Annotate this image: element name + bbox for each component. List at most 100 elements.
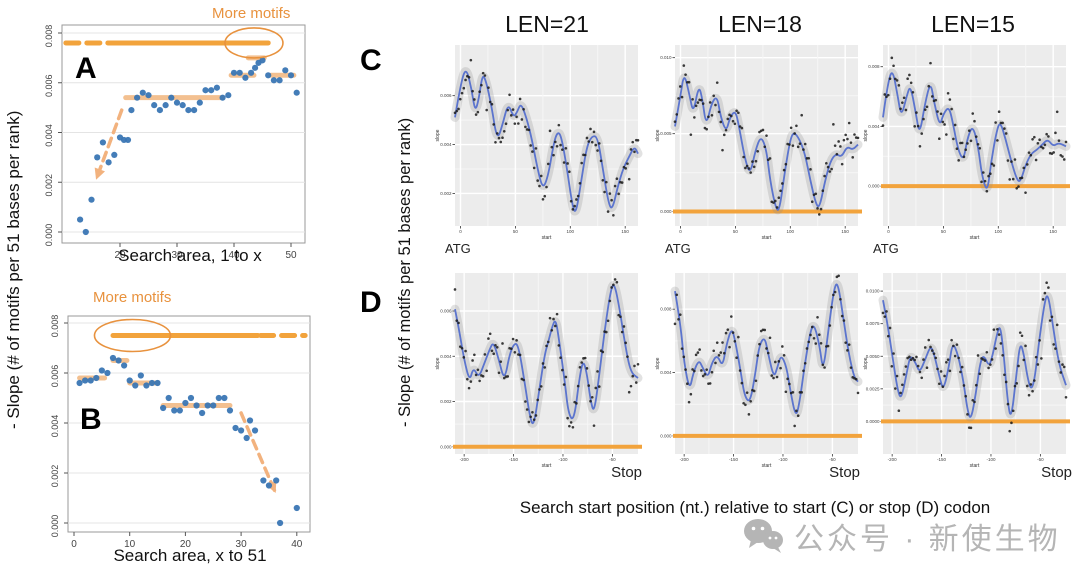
- svg-text:0.000: 0.000: [868, 184, 880, 189]
- left-y-axis-label: - Slope (# of motifs per 51 bases per ra…: [4, 110, 23, 430]
- facet-plot-c-len18: 0 50 100 150 0.010 0.005 0.000 start slope: [655, 45, 863, 241]
- svg-text:-100: -100: [986, 457, 996, 462]
- svg-text:slope: slope: [655, 357, 661, 369]
- svg-text:start: start: [762, 463, 772, 469]
- svg-text:start: start: [542, 235, 552, 241]
- svg-text:0.004: 0.004: [660, 370, 672, 375]
- facet-plot-d-len21: -200 -150 -100 -50 0.006 0.004 0.002 0.000 start…: [435, 273, 643, 469]
- panel-b-x-axis-label: Search area, x to 51: [113, 546, 267, 565]
- panel-a-x-axis-label: Search area, 1 to x: [118, 246, 262, 265]
- svg-text:slope: slope: [435, 357, 441, 369]
- svg-text:100: 100: [567, 229, 575, 234]
- svg-text:-50: -50: [1037, 457, 1044, 462]
- svg-text:0.004: 0.004: [50, 415, 60, 438]
- svg-text:0.004: 0.004: [440, 142, 452, 147]
- facet-plot-c-len21: 0 50 100 150 0.006 0.004 0.002 start slope: [435, 45, 643, 241]
- svg-text:0.010: 0.010: [660, 55, 672, 60]
- svg-text:-50: -50: [609, 457, 616, 462]
- svg-text:0.004: 0.004: [440, 354, 452, 359]
- svg-text:start: start: [970, 235, 980, 241]
- svg-text:0.004: 0.004: [868, 124, 880, 129]
- svg-text:40: 40: [291, 539, 303, 550]
- svg-text:0.000: 0.000: [50, 515, 60, 538]
- svg-text:0.0050: 0.0050: [866, 354, 880, 359]
- svg-text:0.006: 0.006: [440, 309, 452, 314]
- panel-b-more-motifs-annotation: More motifs: [93, 289, 172, 306]
- svg-text:-150: -150: [729, 457, 739, 462]
- svg-text:-150: -150: [937, 457, 947, 462]
- svg-text:start: start: [970, 463, 980, 469]
- facet-stop-label-2: Stop: [829, 464, 860, 481]
- svg-text:-50: -50: [829, 457, 836, 462]
- panel-a-more-motifs-annotation: More motifs: [212, 5, 291, 22]
- svg-text:0: 0: [459, 229, 462, 234]
- svg-text:100: 100: [995, 229, 1003, 234]
- svg-text:slope: slope: [863, 357, 869, 369]
- svg-text:0.002: 0.002: [50, 465, 60, 488]
- facet-atg-label-1: ATG: [445, 241, 471, 256]
- facet-header-len18: LEN=18: [718, 11, 802, 37]
- right-y-axis-label: - Slope (# of motifs per 51 bases per ra…: [396, 117, 414, 427]
- svg-text:0: 0: [679, 229, 682, 234]
- svg-text:40: 40: [228, 250, 240, 261]
- panel-a-plot: 0.000 0.002 0.004 0.006 0.008 20 30 40 50: [44, 24, 306, 261]
- svg-text:0.008: 0.008: [660, 307, 672, 312]
- svg-text:150: 150: [621, 229, 629, 234]
- facet-atg-label-2: ATG: [665, 241, 691, 256]
- svg-text:0.002: 0.002: [440, 191, 452, 196]
- facet-plot-d-len15: -200 -150 -100 -50 0.0100 0.0075 0.0050 0.0025 0…: [863, 273, 1071, 469]
- svg-text:0.002: 0.002: [440, 399, 452, 404]
- svg-text:50: 50: [733, 229, 739, 234]
- svg-text:0.005: 0.005: [660, 131, 672, 136]
- wechat-icon: [742, 516, 786, 556]
- svg-text:30: 30: [171, 250, 183, 261]
- svg-text:10: 10: [124, 539, 136, 550]
- svg-text:150: 150: [1049, 229, 1057, 234]
- svg-text:0.004: 0.004: [44, 124, 54, 147]
- svg-text:50: 50: [513, 229, 519, 234]
- panel-b-letter: B: [80, 403, 102, 436]
- svg-text:0.000: 0.000: [660, 433, 672, 438]
- svg-text:0.002: 0.002: [44, 174, 54, 197]
- facet-stop-label-3: Stop: [1041, 464, 1072, 481]
- svg-text:150: 150: [841, 229, 849, 234]
- panel-c-letter: C: [360, 44, 382, 77]
- svg-text:-100: -100: [778, 457, 788, 462]
- svg-text:0.006: 0.006: [50, 365, 60, 388]
- svg-text:-150: -150: [509, 457, 519, 462]
- svg-text:0: 0: [887, 229, 890, 234]
- svg-text:0.0025: 0.0025: [866, 386, 880, 391]
- svg-text:20: 20: [180, 539, 192, 550]
- facet-stop-label-1: Stop: [611, 464, 642, 481]
- svg-text:0.008: 0.008: [868, 64, 880, 69]
- svg-text:20: 20: [114, 250, 126, 261]
- svg-text:slope: slope: [863, 129, 869, 141]
- svg-text:0.006: 0.006: [440, 93, 452, 98]
- facet-grid-caption: Search start position (nt.) relative to …: [519, 498, 991, 517]
- svg-text:0.0075: 0.0075: [866, 321, 880, 326]
- svg-text:start: start: [762, 235, 772, 241]
- svg-text:-200: -200: [680, 457, 690, 462]
- svg-text:-200: -200: [888, 457, 898, 462]
- svg-text:slope: slope: [435, 129, 441, 141]
- watermark: 公众号 · 新使生物: [742, 514, 1061, 558]
- panel-b-plot: 0.000 0.002 0.004 0.006 0.008 0 10 20 30 40: [50, 315, 311, 550]
- facet-atg-label-3: ATG: [873, 241, 899, 256]
- svg-text:-200: -200: [460, 457, 470, 462]
- svg-text:-100: -100: [558, 457, 568, 462]
- watermark-text: 公众号 · 新使生物: [794, 523, 1061, 556]
- svg-text:100: 100: [787, 229, 795, 234]
- svg-text:0.000: 0.000: [660, 209, 672, 214]
- panel-d-letter: D: [360, 286, 382, 319]
- svg-text:0.006: 0.006: [44, 74, 54, 97]
- svg-text:0.0000: 0.0000: [866, 419, 880, 424]
- svg-text:0.0100: 0.0100: [866, 289, 880, 294]
- facet-plot-d-len18: -200 -150 -100 -50 0.008 0.004 0.000 start slope: [655, 273, 863, 469]
- svg-text:start: start: [542, 463, 552, 469]
- svg-text:50: 50: [285, 250, 297, 261]
- svg-text:50: 50: [941, 229, 947, 234]
- svg-text:0.008: 0.008: [50, 315, 60, 338]
- svg-text:slope: slope: [655, 129, 661, 141]
- facet-header-len21: LEN=21: [505, 11, 589, 37]
